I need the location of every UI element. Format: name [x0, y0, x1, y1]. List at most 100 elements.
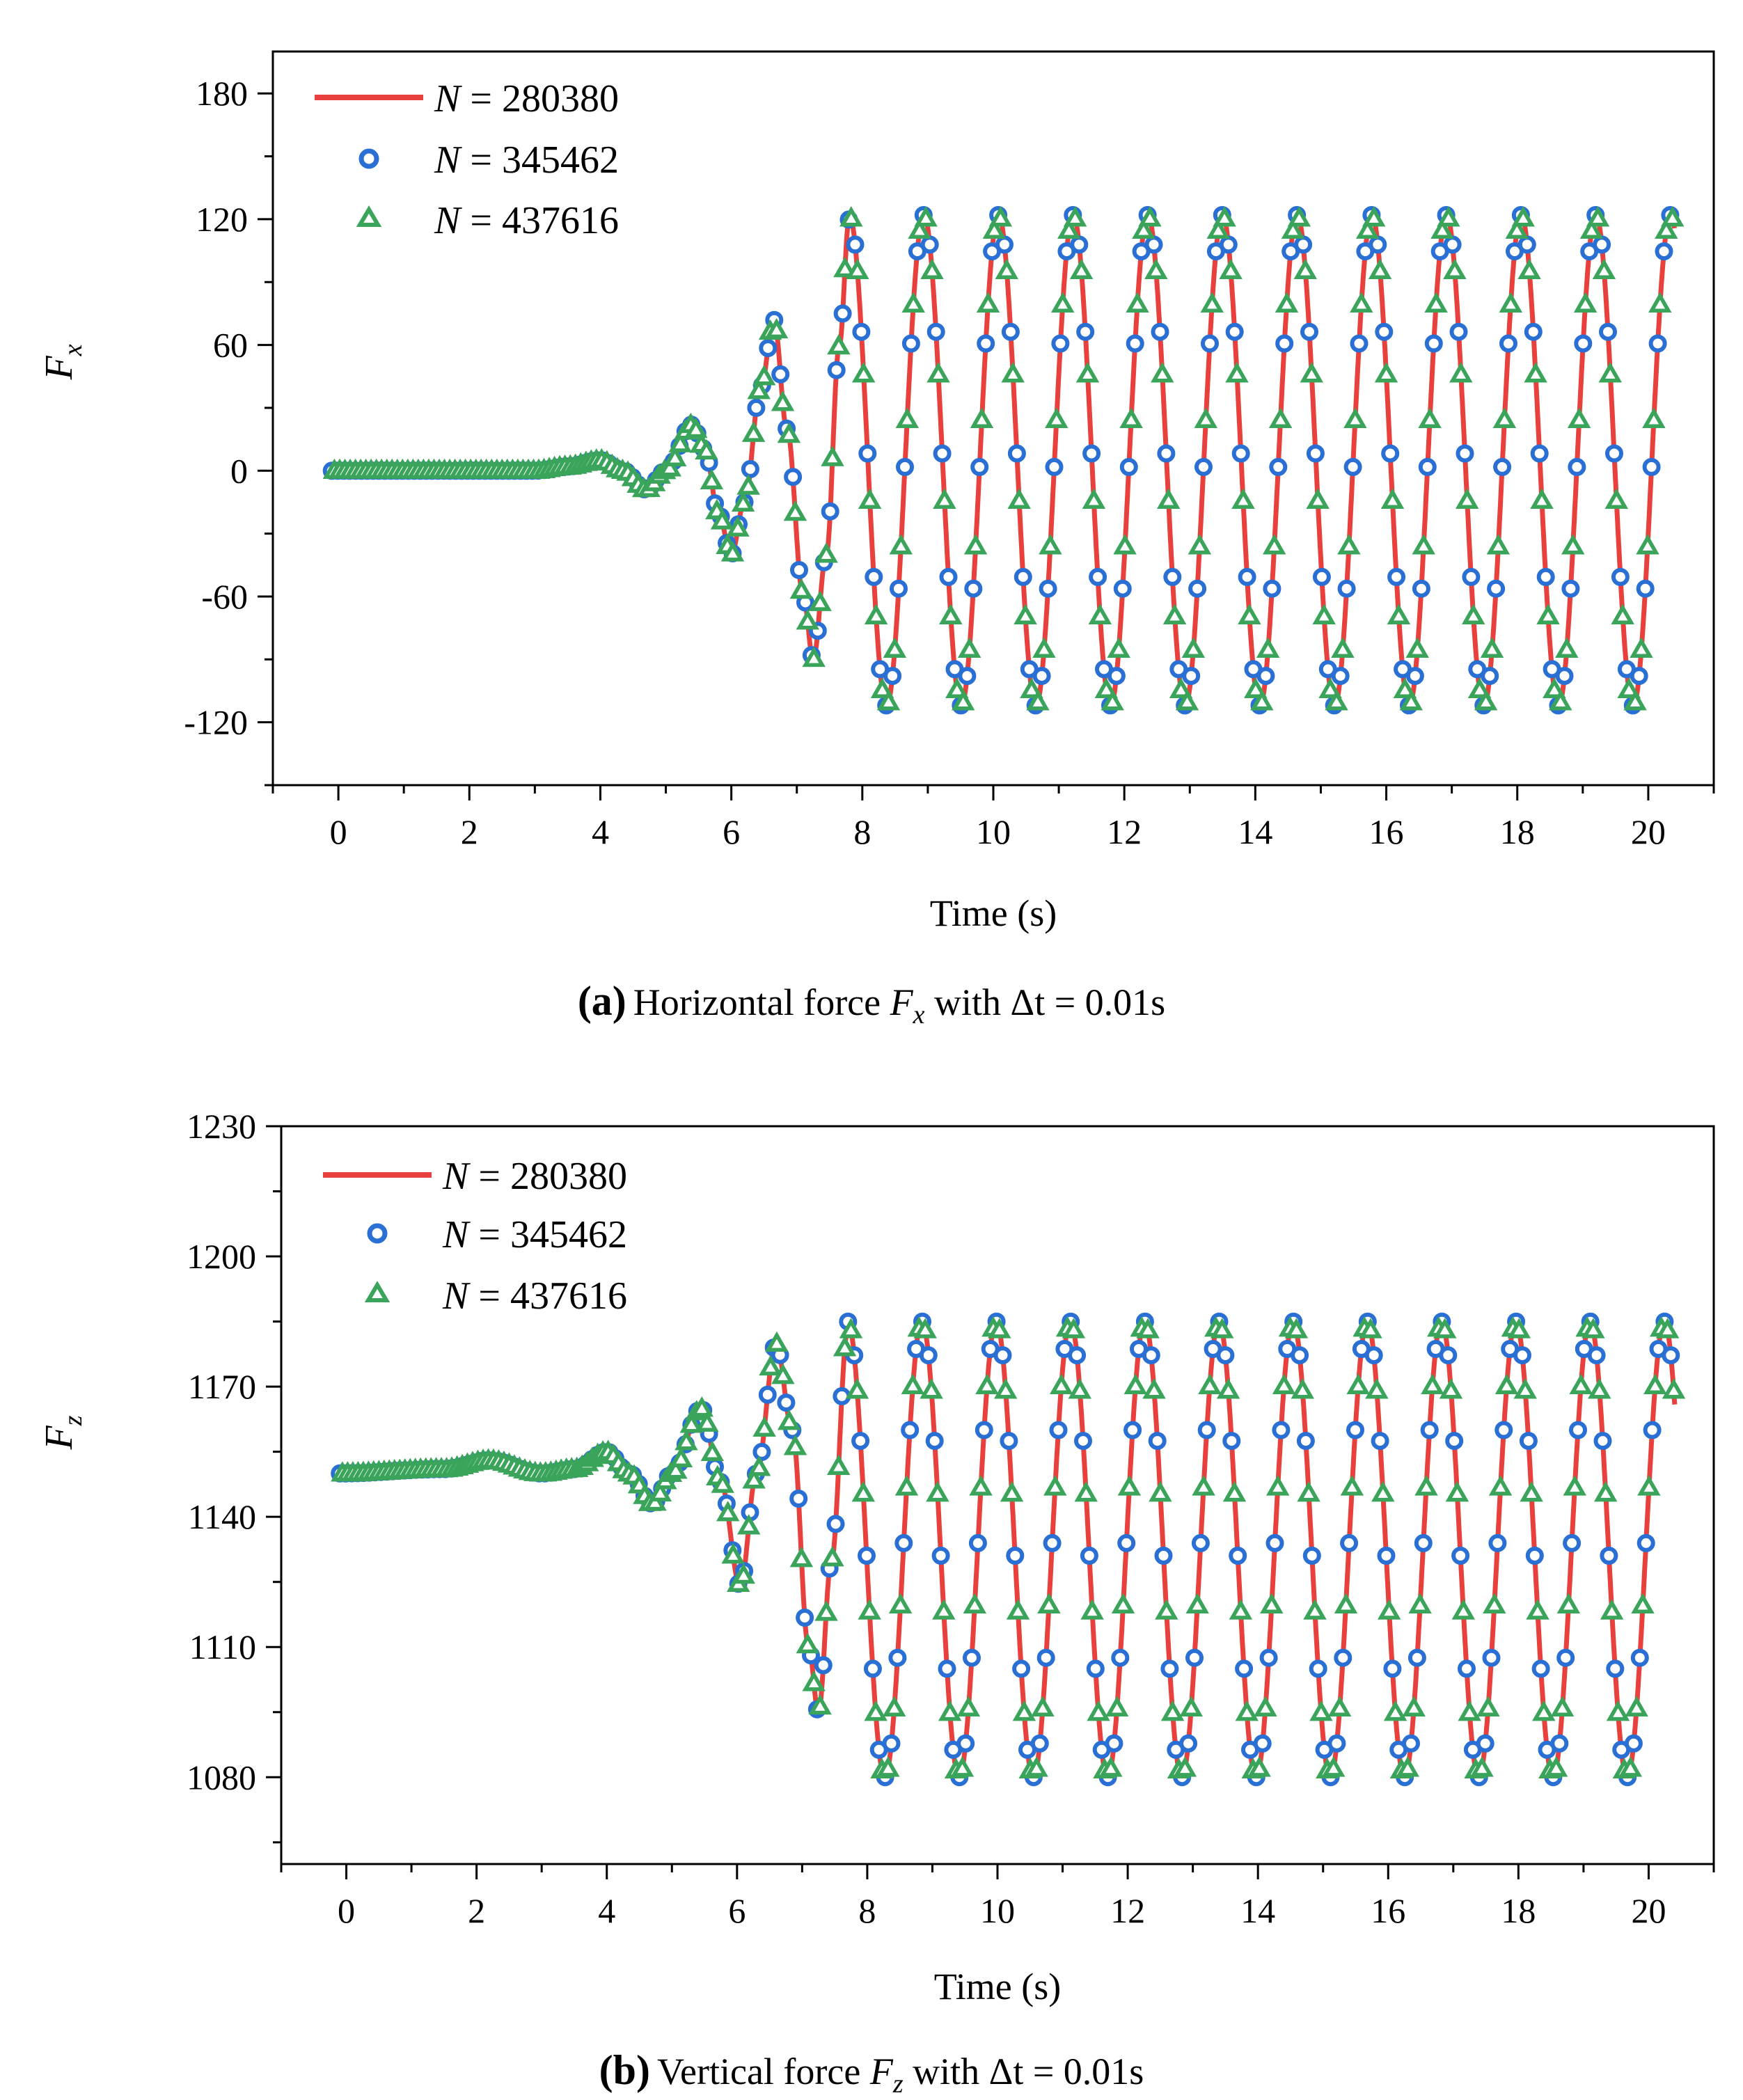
- series-triangle-point-437616: [1306, 488, 1330, 509]
- series-triangle-point-437616: [1359, 1318, 1382, 1339]
- series-triangle-point-437616: [783, 500, 807, 521]
- series-circle-point-345462: [1045, 457, 1064, 476]
- series-triangle-point-437616: [1043, 1475, 1067, 1496]
- series-triangle-point-437616: [1499, 292, 1523, 313]
- series-triangle-point-437616: [1505, 218, 1529, 239]
- series-triangle-point-437616: [1268, 407, 1293, 428]
- series-triangle-point-437616: [1365, 1378, 1389, 1399]
- series-triangle-point-437616: [700, 1440, 725, 1462]
- series-triangle-point-437616: [736, 474, 760, 495]
- series-triangle-point-437616: [789, 578, 814, 599]
- series-triangle-point-437616: [1480, 637, 1504, 658]
- series-circle-point-345462: [858, 444, 877, 463]
- series-triangle-point-437616: [1611, 603, 1634, 624]
- series-triangle-point-437616: [988, 206, 1013, 227]
- series-triangle-point-437616: [1192, 1475, 1215, 1496]
- series-triangle-point-437616: [1156, 488, 1181, 509]
- series-triangle-point-437616: [808, 1694, 832, 1715]
- series-circle-point-345462: [1381, 444, 1400, 463]
- series-triangle-point-437616: [821, 1546, 844, 1567]
- series-triangle-point-437616: [1445, 1481, 1469, 1502]
- series-circle-point-345462: [1476, 1734, 1494, 1753]
- series-circle-point-345462: [896, 457, 914, 476]
- series-circle-point-345462: [747, 398, 766, 417]
- series-triangle-point-437616: [1430, 218, 1454, 239]
- series-triangle-point-437616: [1399, 690, 1423, 711]
- series-triangle-point-437616: [1474, 690, 1498, 711]
- series-circle-point-345462: [1151, 322, 1169, 341]
- series-triangle-point-437616: [1229, 1599, 1253, 1620]
- series-triangle-point-437616: [926, 362, 950, 383]
- y-tick-label-b: 1170: [188, 1367, 256, 1406]
- series-triangle-point-437616: [975, 1373, 999, 1395]
- series-circle-point-345462: [851, 1432, 870, 1451]
- y-tick-label-b: 1110: [189, 1627, 256, 1666]
- series-circle-point-345462: [1599, 322, 1617, 341]
- series-triangle-point-437616: [1408, 1593, 1432, 1614]
- series-triangle-point-437616: [1142, 1378, 1166, 1399]
- series-triangle-point-437616: [1012, 1700, 1036, 1721]
- series-triangle-point-437616: [1119, 407, 1143, 428]
- series-triangle-point-437616: [1617, 677, 1641, 698]
- series-circle-point-345462: [1076, 322, 1095, 341]
- series-triangle-point-437616: [742, 1468, 766, 1489]
- series-triangle-point-437616: [1449, 362, 1473, 383]
- series-triangle-point-437616: [1272, 1373, 1296, 1395]
- series-circle-point-345462: [1049, 1421, 1068, 1439]
- y-axis-title-b: Fz: [38, 1415, 88, 1450]
- x-tick-label-b: 4: [598, 1891, 615, 1930]
- series-triangle-point-437616: [882, 1696, 906, 1716]
- x-tick-label-b: 16: [1371, 1891, 1405, 1930]
- series-triangle-point-437616: [839, 1318, 863, 1339]
- series-triangle-point-437616: [1200, 292, 1224, 313]
- series-triangle-point-437616: [1293, 258, 1318, 280]
- series-circle-point-345462: [1253, 1734, 1272, 1753]
- series-triangle-point-437616: [926, 1481, 949, 1502]
- series-triangle-point-437616: [1362, 206, 1386, 227]
- series-triangle-point-437616: [1377, 1599, 1401, 1620]
- series-circle-point-345462: [1306, 444, 1325, 463]
- series-triangle-point-437616: [1331, 637, 1355, 658]
- series-triangle-point-437616: [1543, 677, 1566, 698]
- series-triangle-point-437616: [1155, 1599, 1178, 1620]
- series-circle-point-345462: [1123, 1421, 1142, 1439]
- series-triangle-point-437616: [1287, 206, 1311, 227]
- series-triangle-point-437616: [764, 317, 789, 339]
- series-circle-point-345462: [852, 322, 871, 341]
- series-triangle-point-437616: [1281, 218, 1305, 239]
- series-circle-point-345462: [1375, 322, 1394, 341]
- series-triangle-point-437616: [870, 677, 894, 698]
- legend-b-label-3: N = 437616: [442, 1274, 627, 1318]
- series-triangle-point-437616: [933, 488, 956, 509]
- series-triangle-point-437616: [1655, 218, 1678, 239]
- series-triangle-point-437616: [1235, 1700, 1259, 1721]
- series-circle-point-345462: [1126, 334, 1144, 353]
- series-circle-point-345462: [931, 1547, 950, 1565]
- series-triangle-point-437616: [1433, 1318, 1457, 1339]
- series-triangle-point-437616: [1623, 690, 1647, 711]
- series-triangle-point-437616: [833, 1336, 857, 1357]
- series-circle-point-345462: [1481, 667, 1499, 686]
- series-circle-point-345462: [1630, 667, 1648, 686]
- series-circle-point-345462: [1488, 1533, 1507, 1552]
- series-triangle-point-437616: [1169, 677, 1193, 698]
- series-triangle-point-437616: [1194, 407, 1218, 428]
- y-axis-title-b-main: F: [38, 1426, 81, 1451]
- series-triangle-point-437616: [1238, 603, 1261, 624]
- series-circle-point-345462: [1525, 1547, 1544, 1565]
- series-triangle-point-437616: [1507, 1318, 1531, 1339]
- series-triangle-point-437616: [1588, 1378, 1611, 1399]
- series-triangle-point-437616: [1517, 258, 1541, 280]
- series-triangle-point-437616: [1254, 1696, 1277, 1716]
- legend-b-triangle-swatch: [364, 1281, 391, 1302]
- series-triangle-point-437616: [1598, 362, 1623, 383]
- series-triangle-point-437616: [1000, 1481, 1024, 1502]
- x-tick-label-b: 2: [468, 1891, 485, 1930]
- series-triangle-point-437616: [1636, 534, 1659, 555]
- series-circle-point-345462: [919, 1346, 938, 1365]
- series-triangle-point-437616: [913, 1318, 937, 1339]
- series-circle-point-345462: [1636, 579, 1655, 598]
- series-triangle-point-437616: [1198, 1373, 1222, 1395]
- series-triangle-point-437616: [675, 1430, 698, 1451]
- series-circle-point-345462: [1201, 334, 1219, 353]
